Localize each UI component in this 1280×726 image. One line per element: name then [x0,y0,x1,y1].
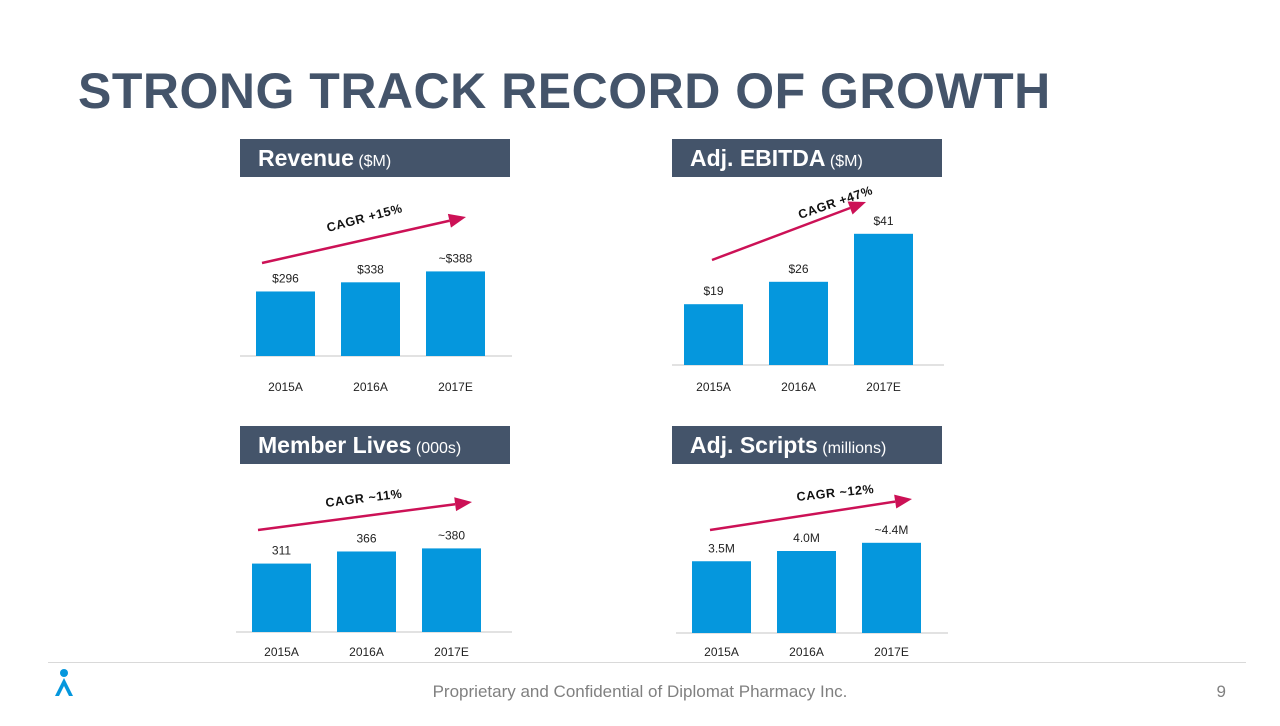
cagr-arrow-head [894,494,912,509]
bar-chart: $296 2015A $338 2016A ~$388 2017E CAGR +15% [240,201,512,394]
data-label: ~4.4M [875,523,909,537]
cagr-annotation: CAGR +15% [325,201,404,235]
data-label: ~380 [438,528,465,542]
bar-2016A [777,551,836,633]
data-label: 311 [272,544,291,558]
bar-2016A [769,281,828,365]
cagr-arrow-head [454,497,472,512]
cagr-annotation: CAGR ~12% [796,482,875,504]
diplomat-logo-icon [55,669,73,696]
chart-unit: (000s) [415,440,462,457]
cagr-arrow-line [711,206,851,262]
data-label: 3.5M [708,541,735,555]
cagr-arrow-line [709,500,896,532]
chart-header: Revenue ($M) [240,139,510,177]
x-tick-label: 2015A [264,645,299,659]
x-tick-label: 2015A [704,645,739,659]
footer-divider [48,662,1246,663]
chart-panel-adj-scripts: Adj. Scripts (millions) 3.5M 2015A 4.0M 201… [672,426,972,726]
bar-2015A [692,561,751,633]
data-label: 366 [356,531,376,545]
x-tick-label: 2016A [353,380,388,394]
bar-2017E [862,542,921,633]
chart-unit: ($M) [829,153,863,170]
chart-panel-member-lives: Member Lives (000s) 311 2015A 366 2016A ~380… [236,426,540,726]
chart-panel-revenue: Revenue ($M) $296 2015A $338 2016A ~$388 2017… [240,139,540,439]
x-tick-label: 2016A [349,645,384,659]
data-label: ~$388 [439,251,473,265]
bar-2017E [854,233,913,365]
chart-title: Revenue [258,145,354,171]
chart-panel-adj-ebitda: Adj. EBITDA ($M) $19 2015A $26 2016A $41 2017… [672,139,972,439]
cagr-arrow-line [261,219,450,265]
page-number: 9 [1216,682,1226,701]
chart-header: Adj. Scripts (millions) [672,426,942,464]
x-tick-label: 2016A [789,645,824,659]
bar-2015A [252,563,311,632]
chart-unit: (millions) [822,440,887,457]
data-label: $296 [272,271,299,285]
cagr-arrow-head [447,213,466,228]
footer-text: Proprietary and Confidential of Diplomat… [432,682,848,701]
data-label: $41 [873,214,893,228]
x-tick-label: 2017E [438,380,473,394]
data-label: $338 [357,262,384,276]
x-tick-label: 2015A [268,380,303,394]
data-label: $26 [788,262,808,276]
bar-2015A [684,304,743,365]
chart-title: Adj. Scripts [690,432,818,458]
cagr-arrow-head [847,201,866,215]
chart-unit: ($M) [358,153,392,170]
x-tick-label: 2017E [866,380,901,394]
x-tick-label: 2016A [781,380,816,394]
chart-title: Adj. EBITDA [690,145,826,171]
data-label: 4.0M [793,531,820,545]
bar-2016A [341,282,400,356]
x-tick-label: 2015A [696,380,731,394]
bar-2016A [337,551,396,632]
cagr-arrow-line [257,502,456,532]
page-title: STRONG TRACK RECORD OF GROWTH [78,63,1051,119]
bar-chart: 311 2015A 366 2016A ~380 2017E CAGR ~11% [236,487,512,659]
bar-2015A [256,291,315,356]
bar-2017E [426,271,485,356]
bar-chart: 3.5M 2015A 4.0M 2016A ~4.4M 2017E CAGR ~12% [676,482,948,659]
cagr-annotation: CAGR ~11% [325,487,403,510]
chart-header: Member Lives (000s) [240,426,510,464]
chart-header: Adj. EBITDA ($M) [672,139,942,177]
x-tick-label: 2017E [434,645,469,659]
data-label: $19 [703,284,723,298]
bar-2017E [422,548,481,632]
x-tick-label: 2017E [874,645,909,659]
chart-title: Member Lives [258,432,412,458]
